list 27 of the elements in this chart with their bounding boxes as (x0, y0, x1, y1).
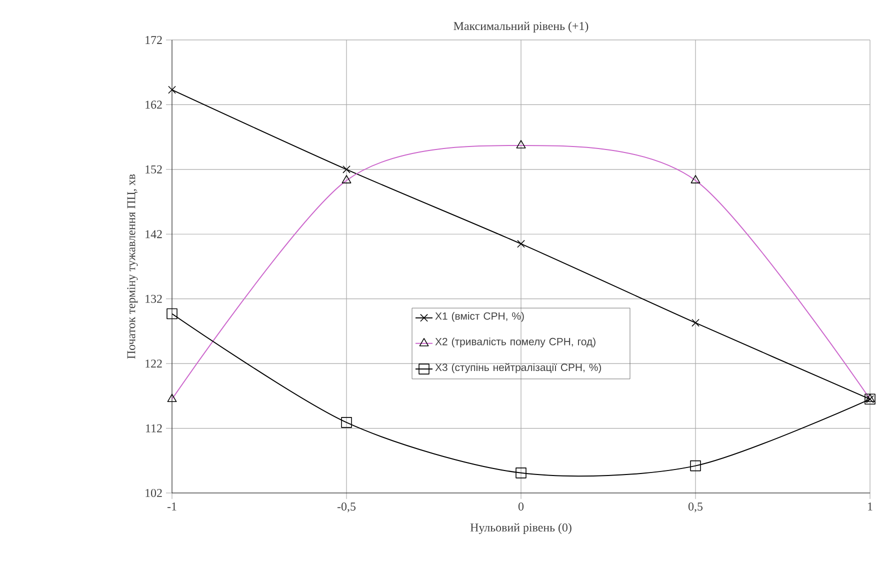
legend-label: X2 (тривалість помелу СРН, год) (435, 338, 596, 348)
legend-label: X1 (вміст СРН, %) (435, 312, 524, 322)
y-tick-label: 152 (146, 165, 162, 174)
legend-label: X3 (ступінь нейтралізації СРН, %) (435, 363, 602, 374)
y-tick-label: 142 (146, 230, 162, 238)
point (516, 468, 526, 478)
x-tick-label: 1 (868, 502, 872, 510)
y-tick-label: 162 (146, 100, 162, 109)
x-axis-title: Нульовий рівень (0) (470, 523, 572, 534)
y-tick-label: 102 (146, 488, 162, 498)
point (168, 86, 176, 94)
point (342, 165, 350, 174)
x-tick-label: 0 (518, 502, 524, 511)
point (690, 460, 701, 472)
y-tick-label: 172 (146, 36, 162, 44)
y-tick-label: 122 (146, 360, 162, 368)
y-axis-title: Початок терміну тужавлення ПЦ, хв (127, 174, 138, 359)
point (517, 240, 525, 248)
point (166, 308, 178, 320)
point (692, 318, 700, 327)
x-tick-label: 0,5 (688, 502, 703, 512)
x-tick-label: -1 (167, 502, 176, 510)
x-tick-label: -0,5 (337, 502, 356, 512)
point (341, 417, 352, 428)
y-tick-label: 112 (146, 424, 162, 432)
y-tick-label: 132 (146, 294, 162, 303)
chart-title: Максимальний рівень (+1) (454, 22, 588, 32)
